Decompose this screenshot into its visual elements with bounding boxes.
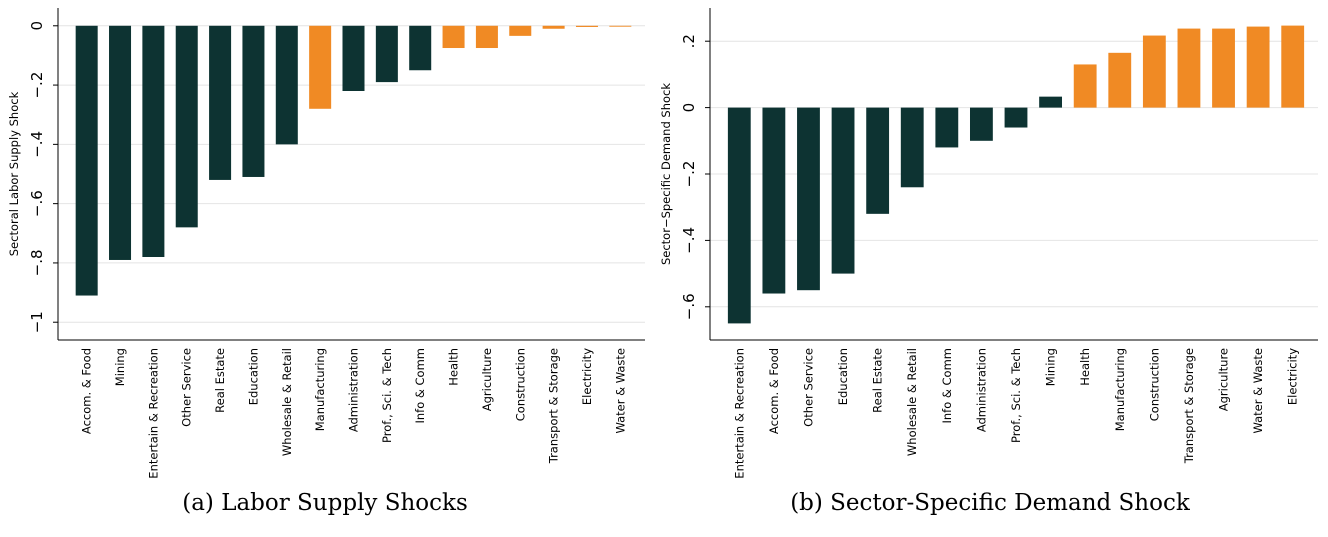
bar xyxy=(1177,28,1201,108)
x-tick-label: Prof., Sci. & Tech xyxy=(380,348,394,443)
bar xyxy=(727,107,751,324)
y-axis-title: Sectoral Labor Supply Shock xyxy=(7,91,21,256)
x-tick-label: Accom. & Food xyxy=(80,348,94,434)
bar xyxy=(1108,52,1132,108)
y-tick-label: −.4 xyxy=(28,131,46,158)
caption: (b) Sector-Specific Demand Shock xyxy=(790,490,1191,516)
caption: (a) Labor Supply Shocks xyxy=(182,490,468,516)
x-tick-label: Education xyxy=(246,348,260,405)
bar xyxy=(142,25,165,257)
bar xyxy=(1281,25,1305,108)
bar xyxy=(75,25,98,296)
bar xyxy=(309,25,332,109)
y-tick-label: −.4 xyxy=(680,227,698,254)
x-tick-label: Real Estate xyxy=(871,348,885,413)
bar xyxy=(342,25,365,92)
x-tick-label: Other Service xyxy=(180,348,194,427)
x-tick-label: Entertain & Recreation xyxy=(732,348,746,479)
bar xyxy=(209,25,232,180)
x-tick-label: Education xyxy=(836,348,850,405)
bar xyxy=(1212,28,1235,108)
x-tick-label: Administration xyxy=(347,348,361,432)
y-tick-label: −.6 xyxy=(28,190,46,217)
bar xyxy=(109,25,132,260)
y-tick-label: −.2 xyxy=(680,161,698,188)
x-tick-label: Manufacturing xyxy=(313,348,327,431)
bar xyxy=(509,25,532,36)
x-tick-label: Water & Waste xyxy=(613,348,627,434)
bar xyxy=(831,107,855,274)
x-tick-label: Health xyxy=(447,348,461,386)
bar xyxy=(475,25,498,49)
x-tick-label: Construction xyxy=(1147,348,1161,421)
x-tick-label: Entertain & Recreation xyxy=(146,348,160,479)
bar xyxy=(797,107,820,291)
bar xyxy=(409,25,432,71)
bar xyxy=(900,107,924,188)
x-tick-label: Administration xyxy=(974,348,988,432)
x-tick-label: Mining xyxy=(1044,348,1058,386)
x-tick-label: Electricity xyxy=(580,348,594,405)
bar xyxy=(935,107,959,148)
x-tick-label: Real Estate xyxy=(213,348,227,413)
x-tick-label: Health xyxy=(1078,348,1092,386)
x-tick-label: Agriculture xyxy=(480,348,494,411)
bar xyxy=(866,107,890,214)
x-tick-label: Transport & Storage xyxy=(1182,348,1196,464)
x-tick-label: Mining xyxy=(113,348,127,386)
x-tick-label: Other Service xyxy=(801,348,815,427)
y-tick-label: −1 xyxy=(28,311,46,333)
bar xyxy=(242,25,265,177)
x-tick-label: Manufacturing xyxy=(1113,348,1127,431)
x-tick-label: Water & Waste xyxy=(1251,348,1265,434)
bar xyxy=(969,107,993,141)
x-tick-label: Wholesale & Retail xyxy=(280,348,294,456)
y-tick-label: −.8 xyxy=(28,249,46,276)
y-tick-label: .2 xyxy=(680,34,698,48)
bar xyxy=(175,25,198,228)
y-axis-title: Sector−Specific Demand Shock xyxy=(659,83,673,265)
bar xyxy=(1246,26,1270,108)
y-tick-label: −.6 xyxy=(680,293,698,320)
x-tick-label: Construction xyxy=(513,348,527,421)
bar xyxy=(1039,96,1063,108)
bar xyxy=(375,25,398,83)
bar xyxy=(275,25,298,145)
x-tick-label: Agriculture xyxy=(1217,348,1231,411)
bar xyxy=(1142,35,1166,108)
bar xyxy=(1004,107,1028,128)
x-tick-label: Transport & Storage xyxy=(547,348,561,464)
x-tick-label: Electricity xyxy=(1286,348,1300,405)
x-tick-label: Prof., Sci. & Tech xyxy=(1009,348,1023,443)
bar xyxy=(575,25,598,27)
bar xyxy=(609,25,632,27)
x-tick-label: Info & Comm xyxy=(940,348,954,424)
y-tick-label: 0 xyxy=(680,103,698,113)
bar xyxy=(542,25,565,29)
y-tick-label: 0 xyxy=(28,21,46,31)
x-tick-label: Accom. & Food xyxy=(767,348,781,434)
y-tick-label: −.2 xyxy=(28,72,46,99)
x-tick-label: Info & Comm xyxy=(413,348,427,424)
bar xyxy=(442,25,465,49)
x-tick-label: Wholesale & Retail xyxy=(905,348,919,456)
bar xyxy=(1073,64,1097,108)
bar xyxy=(762,107,786,294)
